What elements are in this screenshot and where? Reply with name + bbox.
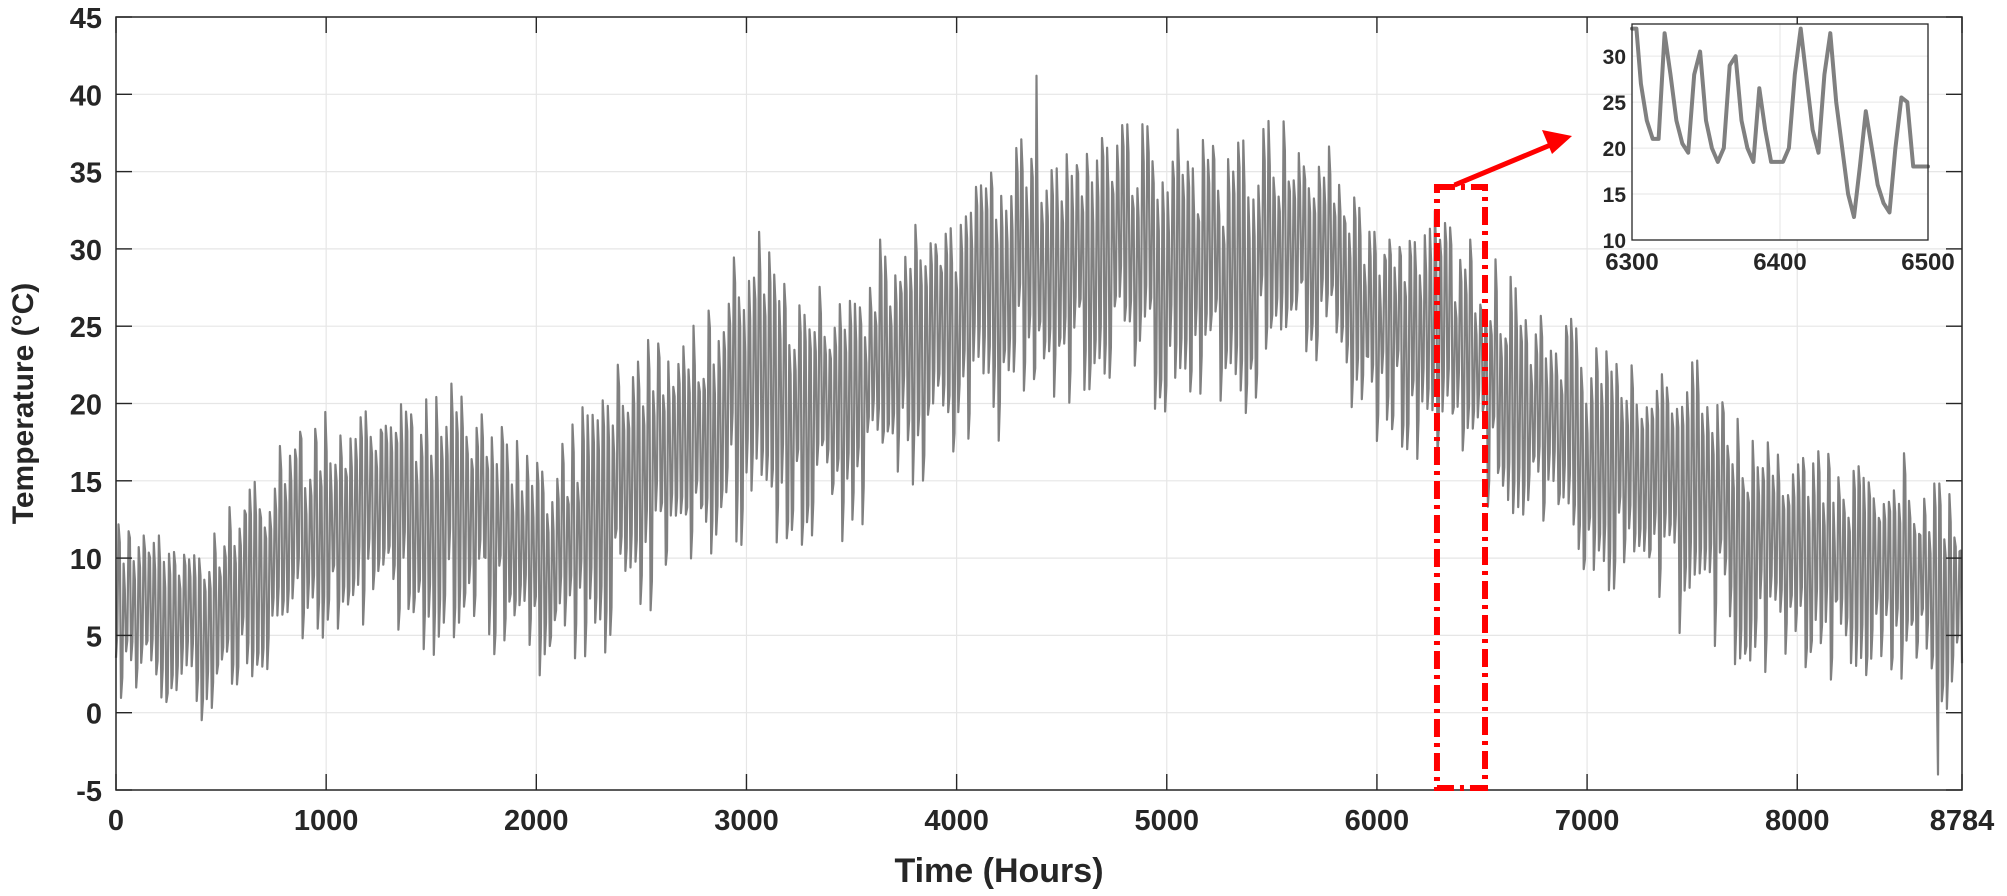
inset-x-tick-label: 6300 [1605,249,1658,276]
x-tick-label: 5000 [1135,805,1200,837]
x-tick-label: 8784 [1930,805,1995,837]
inset-y-tick-label: 30 [1603,46,1626,69]
inset-y-tick-label: 10 [1603,230,1626,253]
y-tick-label: 35 [70,158,102,190]
temperature-line [114,74,1964,776]
arrow-head-icon [1542,130,1572,154]
y-tick-label: 15 [70,467,102,499]
main-series-line [114,74,1964,776]
main-axis-ticks [115,16,1963,791]
x-tick-label: 6000 [1345,805,1410,837]
y-tick-label: 45 [70,3,102,35]
inset-x-tick-label: 6400 [1753,249,1806,276]
x-tick-label: 2000 [504,805,569,837]
y-tick-label: 25 [70,312,102,344]
x-tick-label: 7000 [1555,805,1620,837]
inset-zoom-plot: 6300 6400 6500 10 15 20 25 30 [1603,23,1955,276]
zoom-arrow-line [1453,138,1561,188]
inset-y-tick-label: 15 [1603,184,1627,207]
x-axis-tick-labels: 0 1000 2000 3000 4000 5000 6000 7000 8000 8784 [108,805,1994,837]
inset-y-tick-label: 20 [1603,138,1626,161]
inset-frame [1631,23,1929,241]
x-tick-label: 1000 [294,805,359,837]
inset-y-tick-label: 25 [1603,92,1627,115]
inset-x-tick-label: 6500 [1901,249,1954,276]
x-tick-label: 3000 [714,805,779,837]
x-tick-label: 0 [108,805,124,837]
y-tick-label: 5 [86,621,102,653]
y-axis-tick-labels: -5 0 5 10 15 20 25 30 35 40 45 [70,3,102,808]
inset-temperature-line [1630,26,1930,219]
y-tick-label: 40 [70,80,102,112]
x-tick-label: 4000 [924,805,989,837]
y-axis-title: Temperature (°C) [7,283,40,524]
x-tick-label: 8000 [1765,805,1830,837]
zoom-region-rectangle [1433,184,1489,791]
zoom-region-annotation [1433,130,1572,791]
y-tick-label: 20 [70,390,102,422]
x-axis-title: Time (Hours) [894,852,1103,890]
y-tick-label: 10 [70,544,102,576]
y-tick-label: 0 [86,699,102,731]
y-tick-label: -5 [76,776,102,808]
y-tick-label: 30 [70,235,102,267]
